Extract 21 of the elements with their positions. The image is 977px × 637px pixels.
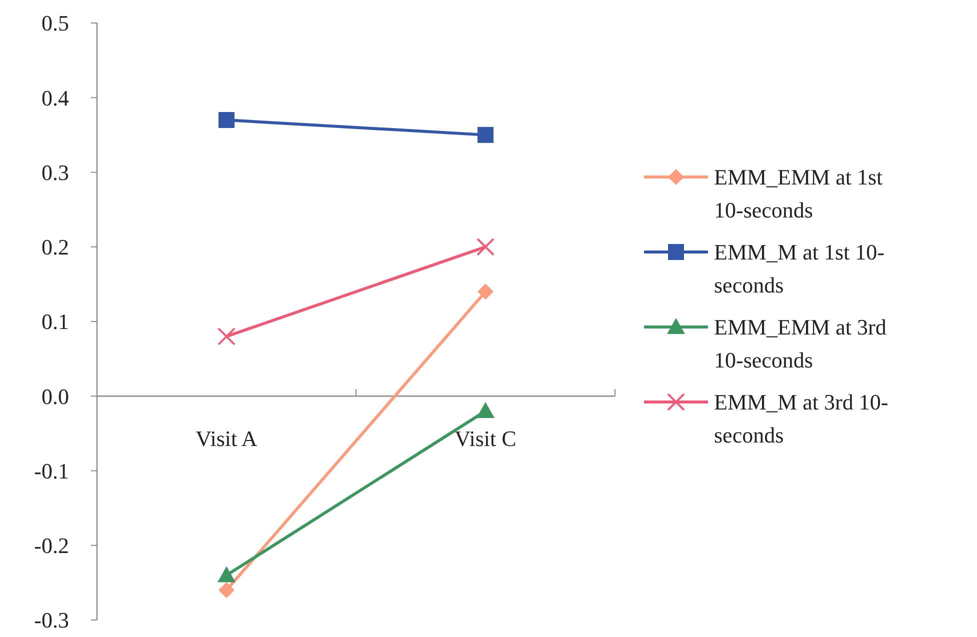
point: [478, 126, 494, 143]
point: [218, 582, 234, 598]
y-tick-label: 0.2: [42, 234, 69, 260]
point: [478, 284, 494, 300]
y-tick-label: 0.3: [42, 160, 69, 185]
legend-label: EMM_EMM at 3rd 10-seconds: [714, 314, 886, 373]
legend-label: EMM_M at 1st 10-seconds: [714, 240, 884, 298]
x-tick-label: Visit A: [196, 426, 258, 452]
y-tick-label: -0.2: [34, 533, 69, 558]
y-tick-label: 0.1: [42, 309, 69, 334]
point: [218, 327, 236, 346]
point: [476, 238, 494, 256]
x-tick-label: Visit C: [454, 426, 516, 452]
legend-label: EMM_EMM at 1st 10-seconds: [714, 164, 883, 223]
point: [218, 112, 234, 128]
y-tick-label: -0.1: [34, 458, 69, 484]
y-tick-label: 0.0: [42, 384, 69, 409]
y-tick-label: 0.5: [42, 10, 69, 36]
y-tick-label: 0.4: [42, 85, 69, 110]
legend-label: EMM_M at 3rd 10-seconds: [714, 390, 888, 448]
y-tick-label: -0.3: [34, 608, 69, 633]
